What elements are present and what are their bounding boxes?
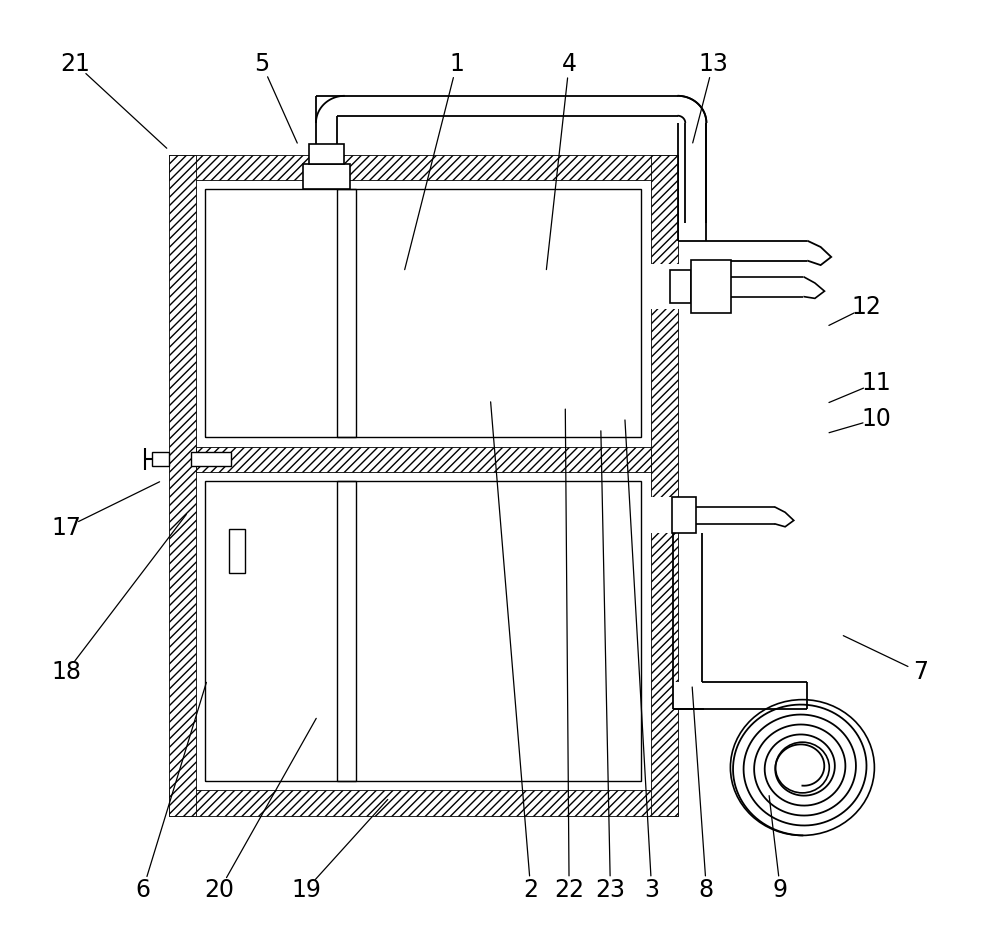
Bar xyxy=(673,682,702,709)
Bar xyxy=(303,164,350,189)
Bar xyxy=(191,452,231,467)
Text: 12: 12 xyxy=(852,295,882,319)
Text: 2: 2 xyxy=(523,878,538,902)
Text: 5: 5 xyxy=(254,52,270,76)
Bar xyxy=(650,264,679,309)
Bar xyxy=(169,155,196,816)
Text: 10: 10 xyxy=(861,407,891,431)
Bar xyxy=(651,155,678,816)
Text: 7: 7 xyxy=(913,660,928,685)
Text: 18: 18 xyxy=(51,660,81,685)
Bar xyxy=(650,497,679,534)
Bar xyxy=(670,271,691,303)
Text: 17: 17 xyxy=(51,516,81,539)
Text: 3: 3 xyxy=(644,878,659,902)
Bar xyxy=(309,143,344,164)
Bar xyxy=(672,497,696,534)
Text: 13: 13 xyxy=(698,52,728,76)
Text: 6: 6 xyxy=(135,878,150,902)
Text: 22: 22 xyxy=(554,878,584,902)
Bar xyxy=(169,790,678,816)
Text: 11: 11 xyxy=(861,371,891,395)
Text: 1: 1 xyxy=(449,52,464,76)
Bar xyxy=(152,452,169,467)
Text: 21: 21 xyxy=(61,52,91,76)
Bar xyxy=(196,447,651,472)
Text: 23: 23 xyxy=(595,878,625,902)
Bar xyxy=(691,260,731,313)
Text: 19: 19 xyxy=(291,878,321,902)
Text: 8: 8 xyxy=(699,878,714,902)
Bar xyxy=(229,529,245,573)
Text: 20: 20 xyxy=(205,878,235,902)
Bar xyxy=(169,155,678,180)
Text: 9: 9 xyxy=(773,878,788,902)
Text: 4: 4 xyxy=(562,52,577,76)
Bar xyxy=(316,153,337,182)
